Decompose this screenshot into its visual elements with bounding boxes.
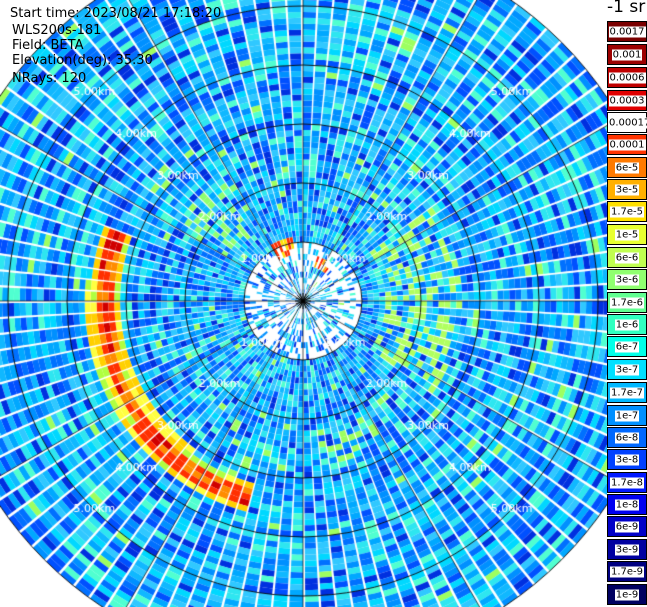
colorbar-tick-label: 1e-8 bbox=[614, 499, 640, 510]
colorbar-cell: 6e-7 bbox=[607, 336, 647, 357]
colorbar-cell: 3e-9 bbox=[607, 539, 647, 560]
colorbar-cell: 0.0017 bbox=[607, 21, 647, 42]
colorbar-tick-label: 1.7e-8 bbox=[609, 477, 645, 488]
colorbar-tick-label: 3e-5 bbox=[614, 184, 640, 195]
colorbar-tick-label: 3e-9 bbox=[614, 544, 640, 555]
colorbar-cell: 6e-9 bbox=[607, 516, 647, 537]
colorbar-cell: 1e-7 bbox=[607, 405, 647, 426]
colorbar-tick-label: 1e-5 bbox=[614, 229, 640, 240]
colorbar-cell: 6e-5 bbox=[607, 157, 647, 178]
colorbar-cell: 0.001 bbox=[607, 44, 647, 65]
colorbar-tick-label: 0.0003 bbox=[608, 95, 646, 106]
colorbar-tick-label: 1e-6 bbox=[614, 319, 640, 330]
ppi-plot bbox=[0, 0, 607, 607]
colorbar-tick-label: 6e-8 bbox=[614, 432, 640, 443]
colorbar-tick-label: 0.0006 bbox=[608, 72, 646, 83]
colorbar-cell: 1.7e-7 bbox=[607, 382, 647, 403]
colorbar-tick-label: 1.7e-5 bbox=[609, 206, 645, 217]
colorbar-cell: 1.7e-9 bbox=[607, 561, 647, 582]
colorbar-tick-label: 6e-5 bbox=[614, 162, 640, 173]
colorbar-cell: 1e-9 bbox=[607, 584, 647, 605]
colorbar-cell: 3e-8 bbox=[607, 449, 647, 470]
colorbar-cell: 1e-5 bbox=[607, 224, 647, 245]
colorbar-tick-label: 6e-6 bbox=[614, 252, 640, 263]
colorbar-cell: 1e-8 bbox=[607, 494, 647, 515]
elevation-label: Elevation(deg): 35.30 bbox=[12, 53, 153, 68]
colorbar-cell: 1.7e-8 bbox=[607, 472, 647, 493]
colorbar-tick-label: 3e-8 bbox=[614, 454, 640, 465]
colorbar-tick-label: 1.7e-6 bbox=[609, 297, 645, 308]
colorbar-tick-label: 3e-6 bbox=[614, 274, 640, 285]
colorbar-cell: 0.00017 bbox=[607, 112, 647, 133]
colorbar-cell: 3e-7 bbox=[607, 359, 647, 380]
colorbar-tick-label: 3e-7 bbox=[614, 364, 640, 375]
colorbar-cell: 0.0006 bbox=[607, 67, 647, 88]
colorbar-cell: 6e-8 bbox=[607, 427, 647, 448]
colorbar-tick-label: 6e-7 bbox=[614, 341, 640, 352]
colorbar-tick-label: 0.0017 bbox=[608, 26, 646, 37]
colorbar-cell: 6e-6 bbox=[607, 247, 647, 268]
colorbar-tick-label: 1e-9 bbox=[614, 589, 640, 600]
colorbar-tick-label: 0.001 bbox=[611, 49, 643, 60]
colorbar-tick-label: 1e-7 bbox=[614, 410, 640, 421]
colorbar-cell: 1e-6 bbox=[607, 314, 647, 335]
field-label: Field: BETA bbox=[12, 38, 84, 53]
nrays-label: NRays: 120 bbox=[12, 71, 87, 86]
colorbar-tick-label: 0.00017 bbox=[608, 117, 647, 128]
colorbar-cell: 1.7e-5 bbox=[607, 201, 647, 222]
colorbar-cell: 3e-5 bbox=[607, 179, 647, 200]
start-time-label: Start time: 2023/08/21 17:18:20 bbox=[10, 6, 222, 21]
colorbar-tick-label: 0.0001 bbox=[608, 139, 646, 150]
colorbar-cell: 0.0001 bbox=[607, 134, 647, 155]
colorbar-unit: -1 sr bbox=[607, 0, 646, 17]
colorbar-tick-label: 6e-9 bbox=[614, 521, 640, 532]
colorbar-tick-label: 1.7e-7 bbox=[609, 387, 645, 398]
colorbar-tick-label: 1.7e-9 bbox=[609, 566, 645, 577]
instrument-label: WLS200s-181 bbox=[12, 23, 102, 38]
colorbar-cell: 0.0003 bbox=[607, 90, 647, 111]
colorbar-cell: 1.7e-6 bbox=[607, 292, 647, 313]
colorbar-cell: 3e-6 bbox=[607, 269, 647, 290]
